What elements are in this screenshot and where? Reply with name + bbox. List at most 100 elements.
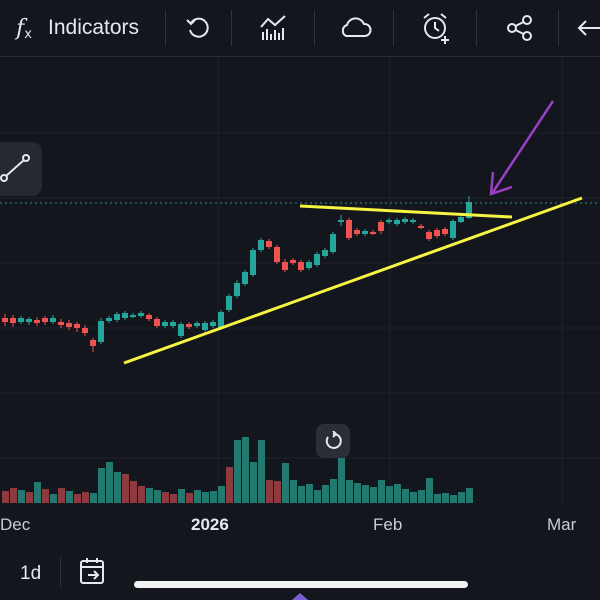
indicators-button[interactable]: Indicators [48, 0, 148, 56]
share-icon[interactable] [502, 0, 538, 56]
divider [314, 10, 315, 46]
volume-bar [330, 479, 337, 503]
candle [458, 215, 464, 223]
candle [378, 220, 384, 234]
candle [10, 315, 16, 327]
candle [354, 228, 360, 236]
grid [0, 57, 600, 507]
volume-bar [146, 488, 153, 503]
cloud-icon[interactable] [335, 0, 375, 56]
fx-glyph: f [16, 15, 25, 41]
chart-bars-icon[interactable] [255, 0, 291, 56]
volume-bar [50, 494, 57, 503]
volume-bar [362, 485, 369, 503]
price-chart[interactable] [0, 57, 600, 507]
volume-bar [154, 490, 161, 503]
volume-bar [130, 481, 137, 503]
drawing-tool-button[interactable] [0, 142, 42, 196]
candle [170, 320, 176, 328]
time-axis[interactable]: Dec 2026 Feb Mar [0, 507, 600, 543]
volume-bar [2, 491, 9, 503]
volume-bar [138, 486, 145, 503]
trendline-resistance[interactable] [299, 204, 513, 219]
candle [130, 313, 136, 318]
divider [476, 10, 477, 46]
volume-bar [218, 486, 225, 503]
candle [402, 217, 408, 224]
volume-bar [98, 468, 105, 503]
candle [266, 239, 272, 249]
divider [558, 10, 559, 46]
candle [106, 316, 112, 323]
volume-bar [322, 485, 329, 503]
volume-bar [162, 492, 169, 503]
volume-bar [26, 492, 33, 503]
volume-bar [122, 474, 129, 503]
candle [282, 259, 288, 272]
divider [393, 10, 394, 46]
bottom-toolbar: 1d [0, 543, 600, 600]
candle [146, 313, 152, 321]
candle [370, 230, 376, 235]
candle [298, 260, 304, 272]
chevron-up-icon[interactable] [290, 592, 310, 600]
fx-sub: x [24, 26, 32, 42]
candle [234, 280, 240, 298]
volume-bar [282, 463, 289, 503]
volume-bar [42, 489, 49, 503]
volume-bar [194, 490, 201, 503]
candle [314, 252, 320, 267]
volume-bar [242, 437, 249, 503]
divider [165, 10, 166, 46]
volume-bar [426, 478, 433, 503]
candle [66, 320, 72, 330]
candle [26, 317, 32, 325]
candle [162, 320, 168, 328]
volume-bar [274, 481, 281, 503]
home-indicator[interactable] [134, 581, 468, 588]
volume-bar [210, 491, 217, 503]
volume-bar [226, 467, 233, 503]
divider [231, 10, 232, 46]
candle [42, 316, 48, 325]
axis-label-feb: Feb [373, 515, 403, 534]
candle [226, 294, 232, 312]
candle [90, 338, 96, 352]
reset-chart-button[interactable] [316, 424, 350, 458]
candle [242, 270, 248, 286]
candle [250, 248, 256, 277]
candle [202, 321, 208, 332]
volume-bar [170, 494, 177, 503]
volume-bar [82, 492, 89, 503]
undo-icon[interactable] [180, 0, 216, 56]
volume-bar [314, 490, 321, 503]
calendar-goto-icon[interactable] [78, 555, 108, 587]
interval-button[interactable]: 1d [20, 563, 42, 584]
candle [346, 218, 352, 240]
axis-label-mar: Mar [547, 515, 577, 534]
candle [34, 317, 40, 326]
volume-bar [442, 493, 449, 503]
candle [386, 218, 392, 224]
trendline-support[interactable] [123, 196, 583, 365]
annotation-arrow[interactable] [489, 100, 555, 196]
candle [362, 229, 368, 236]
candle [114, 312, 120, 322]
axis-label-dec: Dec [0, 515, 31, 534]
candle [178, 322, 184, 338]
volume-bar [34, 482, 41, 503]
volume-bar [370, 487, 377, 503]
candle [442, 227, 448, 236]
candle [98, 318, 104, 344]
volume-bar [378, 480, 385, 503]
volume-bar [402, 489, 409, 503]
volume-bar [186, 493, 193, 503]
candle [138, 311, 144, 318]
volume-bar [58, 488, 65, 503]
alarm-add-icon[interactable] [416, 0, 456, 56]
candle [330, 232, 336, 254]
back-arrow-icon[interactable] [574, 0, 600, 56]
volume-bar [434, 494, 441, 503]
candle [418, 224, 424, 229]
